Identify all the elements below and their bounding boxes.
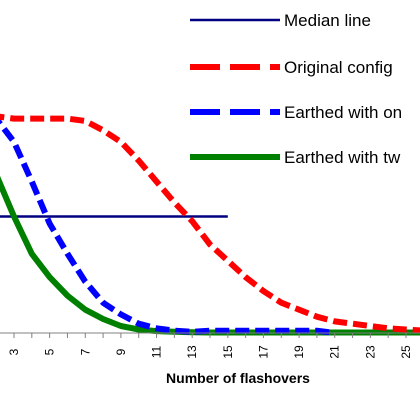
- plot-lines: [0, 113, 420, 336]
- x-tick-label: 19: [292, 345, 306, 359]
- legend-label: Original config: [284, 58, 393, 77]
- legend-label: Earthed with on: [284, 103, 402, 122]
- legend: Median line Original config Earthed with o…: [190, 11, 402, 167]
- x-tick-label: 9: [114, 348, 128, 355]
- legend-label: Median line: [284, 11, 371, 30]
- x-tick-label: 7: [78, 348, 92, 355]
- legend-label: Earthed with tw: [284, 148, 401, 167]
- x-tick-label: 3: [7, 348, 21, 355]
- series-line-original-config: [0, 113, 420, 334]
- x-tick-label: 11: [150, 345, 164, 358]
- x-ticks: 3 5 7 9 11 13 15 17 19 21 23 25: [7, 333, 413, 359]
- x-tick-label: 23: [363, 345, 377, 359]
- x-tick-label: 5: [43, 348, 57, 355]
- x-tick-label: 17: [256, 345, 270, 359]
- x-tick-label: 15: [221, 345, 235, 359]
- series-line-earthed-with-on: [0, 118, 336, 336]
- x-tick-label: 21: [328, 345, 342, 359]
- x-axis-title: Number of flashovers: [166, 370, 310, 386]
- x-tick-label: 13: [185, 345, 199, 359]
- x-tick-label: 25: [399, 345, 413, 359]
